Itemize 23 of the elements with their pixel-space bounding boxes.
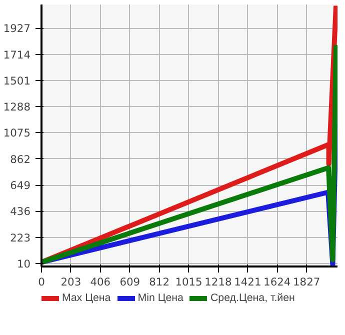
x-tick-label: 1015 [175, 276, 202, 288]
y-tick-label: 10 [16, 257, 31, 270]
y-tick-label: 436 [10, 205, 31, 218]
x-tick-label: 1218 [204, 276, 232, 288]
y-tick-label: 862 [10, 152, 31, 166]
y-tick-label: 1501 [3, 74, 31, 88]
x-tick-label: 1827 [293, 276, 320, 288]
x-tick-label: 812 [149, 276, 170, 288]
x-tick-label: 406 [90, 276, 111, 288]
legend-label: Сред.Цена, т.йен [210, 292, 295, 304]
x-tick-label: 1624 [264, 276, 291, 288]
legend-label: Max Цена [62, 292, 111, 304]
y-tick-label: 1927 [3, 22, 31, 36]
y-tick-label: 1288 [3, 100, 31, 114]
x-tick-label: 203 [60, 276, 82, 288]
x-tick-label: 0 [38, 276, 46, 288]
y-tick-label: 1714 [3, 48, 31, 62]
y-tick-label: 1075 [3, 126, 31, 140]
y-tick-label: 649 [10, 179, 31, 192]
y-tick-label: 223 [10, 231, 31, 244]
x-tick-label: 1421 [234, 276, 262, 288]
legend-label: Min Цена [138, 292, 184, 304]
x-tick-label: 609 [120, 276, 140, 288]
